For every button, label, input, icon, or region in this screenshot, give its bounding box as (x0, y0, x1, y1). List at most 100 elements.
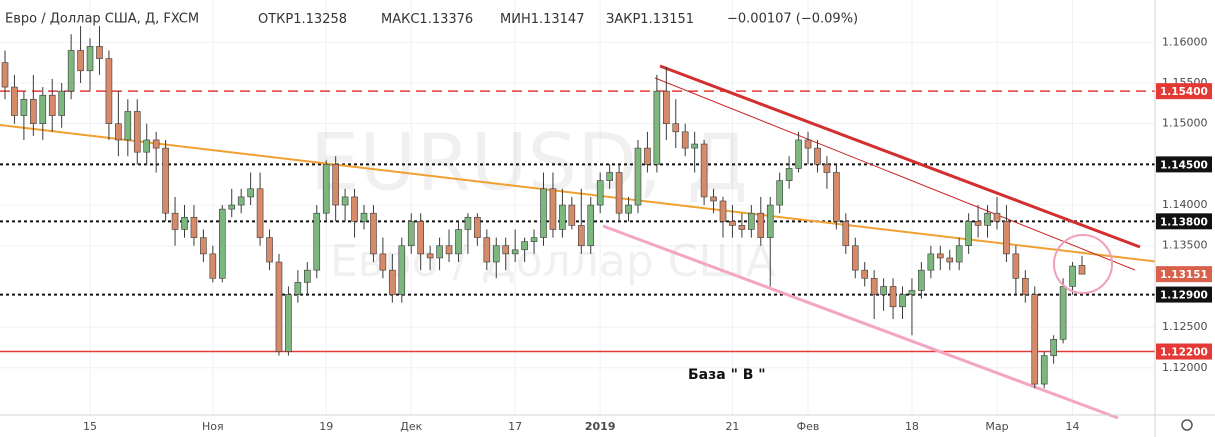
x-tick-label: Мар (985, 420, 1008, 433)
candle-body (748, 212, 755, 230)
candle-body (766, 204, 774, 238)
y-tick-label: 1.12500 (1162, 320, 1208, 333)
candle-body (663, 90, 670, 124)
level-label-box (1156, 266, 1212, 283)
candle-body (691, 143, 698, 149)
candle-body (719, 200, 727, 222)
candle-body (11, 86, 18, 116)
candle-body (124, 111, 132, 141)
candle-body (313, 212, 321, 271)
candle-body (351, 196, 358, 222)
level-label: 1.12200 (1160, 347, 1208, 359)
candle-body (39, 94, 47, 124)
candle-body (974, 221, 982, 226)
ohlc-label: ЗАКР (606, 12, 640, 27)
candle-body (228, 204, 236, 210)
candle-body (143, 139, 151, 153)
candle-body (426, 253, 434, 259)
candle-body (965, 221, 972, 247)
candle-body (247, 188, 254, 198)
candle-body (634, 147, 642, 206)
y-tick-label: 1.16000 (1162, 35, 1208, 48)
candle-body (596, 180, 604, 206)
level-label-box (1156, 286, 1212, 303)
candle-body (218, 208, 226, 279)
candle-body (899, 294, 906, 308)
candle-body (1, 62, 9, 88)
x-tick-label: Дек (400, 420, 422, 433)
ohlc-value: 1.13147 (531, 12, 585, 27)
x-tick-label: 14 (1066, 420, 1080, 433)
candle-body (322, 164, 330, 214)
candle-body (587, 204, 595, 247)
candle-body (304, 269, 311, 283)
x-tick-label: Ноя (202, 420, 224, 433)
candle-body (540, 188, 547, 238)
candle-body (889, 286, 897, 308)
candle-body (389, 269, 396, 295)
level-label-box (1156, 83, 1212, 100)
ohlc-value: 1.13376 (419, 12, 473, 27)
candle-body (162, 147, 169, 214)
ohlc-header: ОТКР1.13258 МАКС1.13376 МИН1.13147 ЗАКР1.13… (258, 12, 694, 27)
candles (1, 26, 1086, 389)
candle-body (67, 50, 75, 92)
candle-body (908, 290, 916, 295)
x-tick-label: 18 (905, 420, 919, 433)
x-tick-label: 17 (508, 420, 522, 433)
candle-body (200, 237, 207, 255)
x-tick-label: Фев (797, 420, 820, 433)
candle-body (209, 253, 217, 279)
y-tick-label: 1.15000 (1162, 117, 1208, 130)
candle-body (795, 139, 802, 169)
candle-body (86, 46, 94, 72)
candle-body (455, 229, 462, 255)
ohlc-value: 1.13258 (293, 12, 347, 27)
annotation: База " В " (688, 367, 766, 383)
candle-body (785, 168, 793, 181)
candle-body (370, 212, 377, 255)
level-label: 1.13151 (1160, 269, 1208, 281)
candle-body (1050, 339, 1057, 356)
candle-body (1059, 286, 1067, 340)
candle-body (842, 221, 850, 247)
candle-body (398, 245, 406, 295)
candle-body (804, 139, 812, 149)
x-tick-label: 19 (319, 420, 333, 433)
ohlc-field: МИН1.13147 (500, 12, 584, 27)
candle-body (256, 188, 264, 238)
candle-body (823, 164, 831, 173)
candle-body (360, 212, 368, 222)
candle-body (474, 216, 481, 238)
candle-body (48, 94, 56, 116)
candle-body (833, 172, 840, 222)
candle-body (285, 294, 292, 352)
settings-icon[interactable] (1181, 419, 1193, 431)
candle-body (237, 196, 245, 206)
candle-body (700, 143, 708, 198)
candle-body (30, 98, 37, 124)
candle-body (492, 245, 500, 263)
candle-body (946, 257, 954, 263)
level-label: 1.15400 (1160, 86, 1208, 98)
candle-body (275, 261, 283, 352)
trend-line (654, 77, 1136, 271)
level-label-box (1156, 343, 1212, 360)
candle-body (483, 237, 491, 263)
y-tick-label: 1.14000 (1162, 198, 1208, 211)
highlight-circle (1053, 234, 1113, 294)
candle-body (266, 237, 273, 263)
candle-body (1078, 265, 1086, 275)
candle-body (672, 123, 680, 133)
x-tick-label: 15 (83, 420, 97, 433)
candle-body (530, 237, 538, 242)
ohlc-field: ЗАКР1.13151 (606, 12, 694, 27)
candle-body (955, 245, 963, 263)
candle-body (984, 212, 991, 226)
candle-body (710, 196, 717, 202)
candle-body (644, 147, 651, 165)
candle-body (1040, 355, 1048, 385)
candle-body (511, 249, 519, 255)
